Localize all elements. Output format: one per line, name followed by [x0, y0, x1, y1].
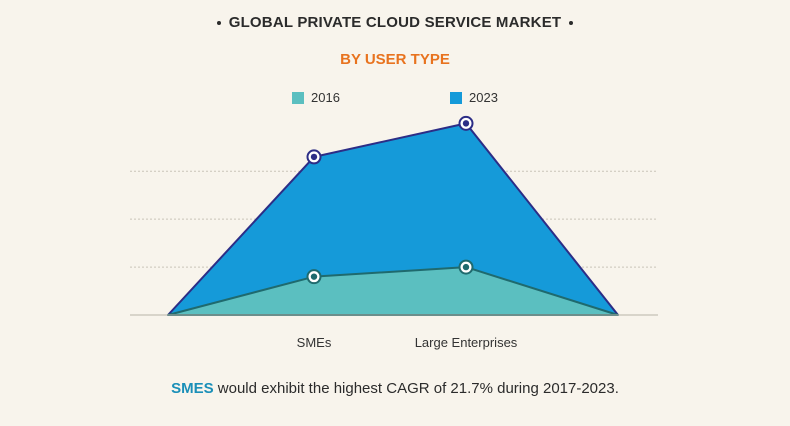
footer-note: SMES would exhibit the highest CAGR of 2…	[0, 380, 790, 397]
footer-text: would exhibit the highest CAGR of 21.7% …	[213, 380, 619, 397]
chart-subtitle: BY USER TYPE	[340, 51, 450, 68]
x-tick-label: Large Enterprises	[415, 335, 518, 350]
legend-swatch-2023	[450, 91, 462, 104]
marker-dot-2023-smes	[310, 153, 318, 161]
legend-item-2016: 2016	[292, 90, 340, 105]
marker-dot-2016-smes	[310, 273, 318, 280]
legend: 2016 2023	[0, 90, 790, 110]
chart-title: GLOBAL PRIVATE CLOUD SERVICE MARKET	[219, 14, 572, 31]
x-tick-label: SMEs	[297, 335, 332, 350]
legend-label-2016: 2016	[311, 90, 340, 105]
footer-highlight: SMES	[171, 380, 214, 397]
legend-label-2023: 2023	[469, 90, 498, 105]
marker-dot-2023-large-enterprises	[462, 120, 470, 127]
marker-dot-2016-large-enterprises	[462, 263, 470, 271]
legend-item-2023: 2023	[450, 90, 498, 105]
title-wrap: GLOBAL PRIVATE CLOUD SERVICE MARKET	[0, 14, 790, 31]
legend-swatch-2016	[292, 91, 304, 104]
